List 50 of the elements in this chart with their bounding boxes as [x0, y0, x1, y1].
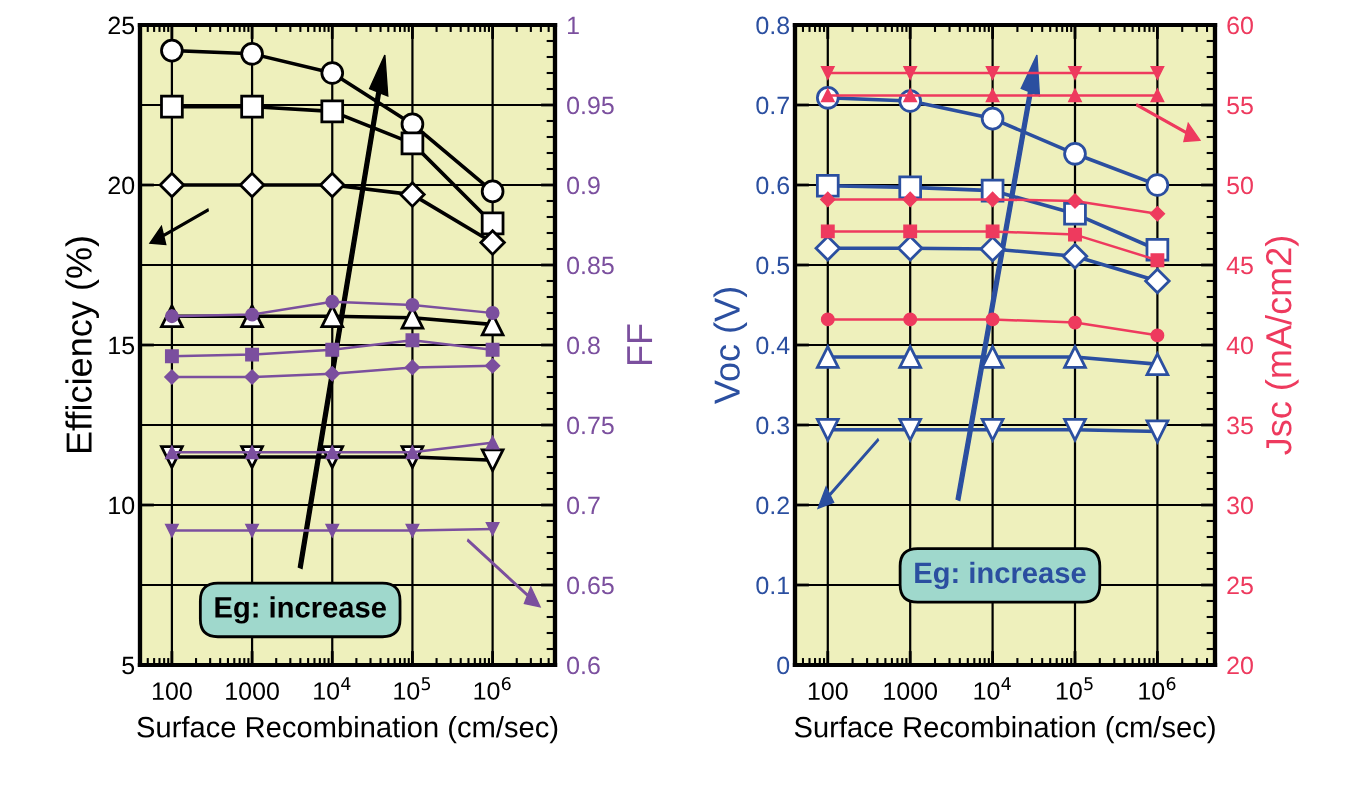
- y2-tick-label: 0.85: [567, 256, 614, 275]
- x-tick-label: 10$^{6}$: [474, 677, 511, 700]
- x-tick-label: 10$^{5}$: [1056, 677, 1093, 700]
- y-axis-title: Voc (V): [713, 288, 748, 405]
- y2-tick-label: 50: [1227, 176, 1253, 195]
- y2-tick-label: 1: [568, 16, 579, 35]
- y2-tick-label: 0.65: [567, 576, 614, 595]
- y2-axis-title: FF: [627, 324, 653, 365]
- y2-tick-label: 0.8: [567, 336, 600, 355]
- y2-tick-label: 30: [1227, 496, 1253, 515]
- y-tick-label: 10: [109, 496, 135, 515]
- y-tick-label: 0.1: [756, 576, 789, 595]
- annotation: Eg: increase: [915, 561, 1086, 590]
- y-tick-label: 15: [109, 336, 135, 355]
- y2-tick-label: 20: [1227, 656, 1253, 675]
- y2-tick-label: 45: [1226, 256, 1253, 275]
- y-tick-label: 0.6: [756, 176, 790, 195]
- y2-tick-label: 55: [1227, 96, 1253, 115]
- x-tick-label: 10$^{6}$: [1139, 677, 1176, 700]
- annotation: Eg: increase: [215, 596, 386, 624]
- y2-tick-label: 0.6: [567, 656, 600, 675]
- y-tick-label: 0: [777, 656, 790, 675]
- y-tick-label: 0.2: [756, 496, 789, 515]
- x-axis-title: Surface Recombination (cm/sec): [794, 716, 1215, 744]
- x-tick-label: 10$^{5}$: [394, 677, 431, 700]
- y2-tick-label: 0.7: [567, 496, 600, 515]
- x-tick-label: 100: [152, 682, 192, 701]
- y-axis-title: Efficiency (%): [65, 237, 99, 453]
- y-tick-label: 5: [122, 656, 135, 675]
- y2-tick-label: 0.95: [567, 96, 614, 115]
- y2-tick-label: 60: [1227, 16, 1253, 35]
- x-tick-label: 10$^{4}$: [974, 677, 1011, 700]
- y2-tick-label: 25: [1227, 576, 1253, 595]
- x-tick-label: 1000: [226, 682, 279, 701]
- y2-tick-label: 0.75: [567, 416, 614, 435]
- y2-axis-title: Jsc (mA/cm2): [1265, 236, 1299, 455]
- y-tick-label: 0.7: [756, 96, 789, 115]
- y2-tick-label: 0.9: [567, 176, 600, 195]
- y-tick-label: 0.8: [756, 16, 790, 35]
- y-tick-label: 20: [108, 176, 135, 195]
- x-tick-label: 100: [808, 682, 848, 701]
- y-tick-label: 0.3: [756, 416, 790, 435]
- y2-tick-label: 40: [1226, 336, 1253, 355]
- x-tick-label: 1000: [884, 682, 938, 701]
- y-tick-label: 0.5: [756, 256, 790, 275]
- y2-tick-label: 35: [1227, 416, 1253, 435]
- y-tick-label: 0.4: [756, 336, 790, 355]
- y-tick-label: 25: [108, 16, 135, 35]
- x-tick-label: 10$^{4}$: [314, 677, 351, 700]
- x-axis-title: Surface Recombination (cm/sec): [137, 716, 558, 744]
